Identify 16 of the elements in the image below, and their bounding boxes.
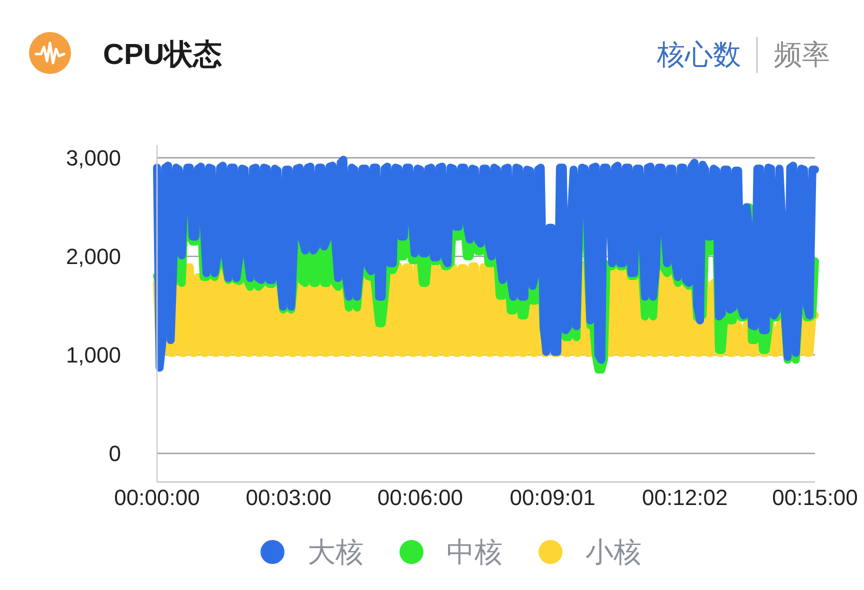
legend-label: 大核	[308, 536, 364, 568]
x-tick-label: 00:12:02	[642, 485, 728, 510]
legend-label: 中核	[446, 536, 502, 568]
text: 频率	[774, 39, 830, 70]
x-tick-label: 00:00:00	[114, 485, 200, 510]
y-tick-label: 1,000	[66, 342, 121, 368]
x-tick-label: 00:09:01	[510, 485, 596, 510]
x-tick-label: 00:03:00	[246, 485, 332, 510]
y-tick-label: 3,000	[66, 145, 121, 170]
text: 核心数	[656, 39, 741, 70]
y-tick-label: 0	[108, 440, 121, 466]
x-tick-label: 00:06:00	[377, 485, 464, 510]
chart-title: CPU状态	[103, 39, 222, 71]
legend-label: 小核	[586, 536, 642, 568]
y-tick-label: 2,000	[66, 244, 121, 269]
x-tick-label: 00:15:00	[772, 485, 858, 510]
